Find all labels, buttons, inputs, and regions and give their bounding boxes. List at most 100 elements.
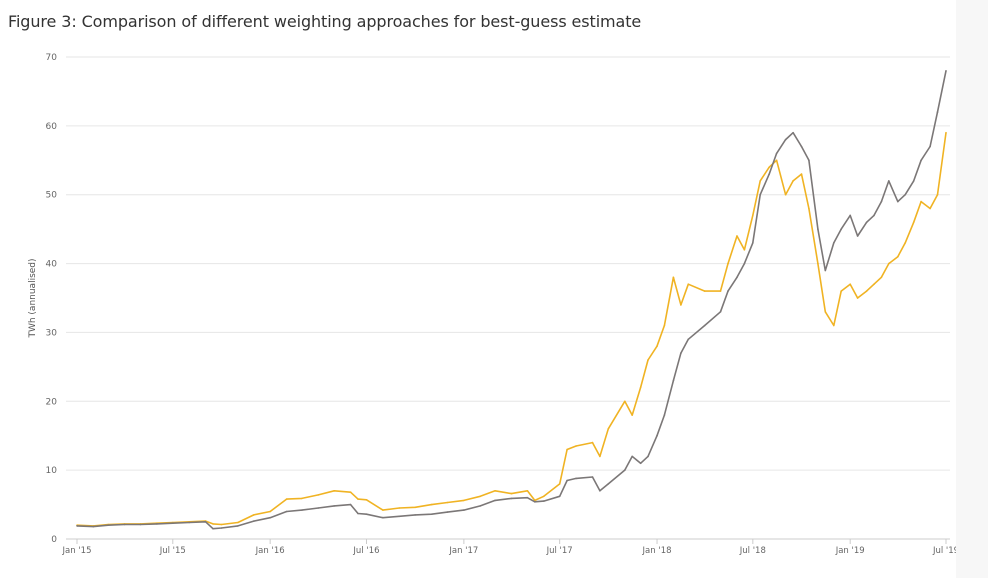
x-tick-label: Jul '16 xyxy=(352,546,379,556)
x-tick-label: Jul '19 xyxy=(932,546,956,556)
x-tick-label: Jan '18 xyxy=(642,546,672,556)
x-tick-label: Jul '15 xyxy=(159,546,186,556)
data-point xyxy=(792,131,794,134)
data-point xyxy=(888,262,890,265)
data-point xyxy=(607,483,610,485)
data-point xyxy=(945,131,947,134)
data-point xyxy=(76,525,78,527)
data-point xyxy=(188,521,190,524)
y-tick-label: 50 xyxy=(46,191,58,201)
data-point xyxy=(833,324,835,327)
data-point xyxy=(220,523,223,526)
data-point xyxy=(599,490,601,492)
data-point xyxy=(904,242,906,244)
data-point xyxy=(269,510,272,513)
data-point xyxy=(880,276,883,279)
data-point xyxy=(624,469,626,471)
data-point xyxy=(253,520,255,522)
data-point xyxy=(558,495,561,498)
data-point xyxy=(880,200,883,203)
y-tick-label: 10 xyxy=(46,466,58,476)
data-point xyxy=(929,145,931,148)
data-point xyxy=(703,324,706,327)
data-point xyxy=(253,514,255,516)
data-point xyxy=(680,352,682,354)
series-line-1 xyxy=(76,132,947,527)
data-point xyxy=(639,386,642,389)
data-point xyxy=(317,494,320,496)
data-point xyxy=(727,290,729,292)
data-point xyxy=(920,159,922,162)
data-point xyxy=(333,490,336,492)
data-point xyxy=(759,193,761,196)
data-point xyxy=(494,499,496,502)
data-point xyxy=(656,345,658,348)
data-point xyxy=(479,505,482,507)
data-point xyxy=(463,509,465,511)
data-point xyxy=(479,495,482,498)
data-point xyxy=(817,262,819,265)
x-tick-labels: Jan '15 Jul '15 Jan '16 Jul '16 Jan '17 Jul '… xyxy=(62,546,956,556)
x-tick-label: Jan '17 xyxy=(448,546,478,556)
y-tick-label: 20 xyxy=(46,397,58,407)
x-tick-label: Jan '15 xyxy=(62,546,92,556)
data-point xyxy=(558,483,561,485)
data-point xyxy=(936,193,939,196)
data-point xyxy=(736,235,738,237)
data-point xyxy=(800,173,803,175)
data-point xyxy=(719,290,722,292)
data-point xyxy=(543,495,545,498)
data-point xyxy=(727,262,729,265)
data-point xyxy=(656,434,658,437)
data-point xyxy=(269,516,272,519)
data-point xyxy=(663,414,666,416)
data-point xyxy=(784,193,787,196)
x-tick-label: Jul '17 xyxy=(546,546,573,556)
data-point xyxy=(220,527,223,529)
data-point xyxy=(446,511,449,513)
data-point xyxy=(663,324,666,327)
data-point xyxy=(840,290,842,292)
data-point xyxy=(624,400,626,403)
data-point xyxy=(808,159,810,162)
data-point xyxy=(784,138,787,141)
data-point xyxy=(156,523,158,525)
data-point xyxy=(575,445,577,447)
chart-title: Figure 3: Comparison of different weight… xyxy=(8,12,642,31)
data-point xyxy=(430,513,433,515)
data-point xyxy=(139,523,142,526)
data-point xyxy=(237,525,239,527)
data-point xyxy=(920,200,922,203)
data-point xyxy=(591,476,594,478)
data-point xyxy=(888,180,890,182)
data-point xyxy=(107,524,109,526)
data-point xyxy=(526,490,529,492)
data-point xyxy=(566,448,568,451)
chart-figure: Figure 3: Comparison of different weight… xyxy=(8,12,956,556)
data-point xyxy=(792,180,794,182)
data-point xyxy=(430,503,433,506)
data-point xyxy=(212,527,214,530)
data-point xyxy=(357,512,359,515)
data-point xyxy=(929,207,931,210)
data-point xyxy=(824,311,827,313)
data-point xyxy=(897,200,899,203)
data-point xyxy=(840,228,842,230)
data-point xyxy=(172,522,174,524)
gridlines xyxy=(66,56,950,544)
data-point xyxy=(414,506,417,509)
x-tick-label: Jul '18 xyxy=(739,546,766,556)
data-point xyxy=(768,166,770,168)
data-point xyxy=(865,290,868,292)
data-point xyxy=(123,523,126,526)
data-point xyxy=(703,290,706,292)
data-point xyxy=(204,521,207,523)
series-line-2 xyxy=(76,70,947,530)
data-point xyxy=(873,214,875,217)
data-point xyxy=(365,499,368,501)
data-point xyxy=(752,242,754,244)
data-point xyxy=(759,180,761,182)
data-point xyxy=(865,221,868,224)
data-point xyxy=(849,283,851,286)
data-point xyxy=(357,498,359,500)
